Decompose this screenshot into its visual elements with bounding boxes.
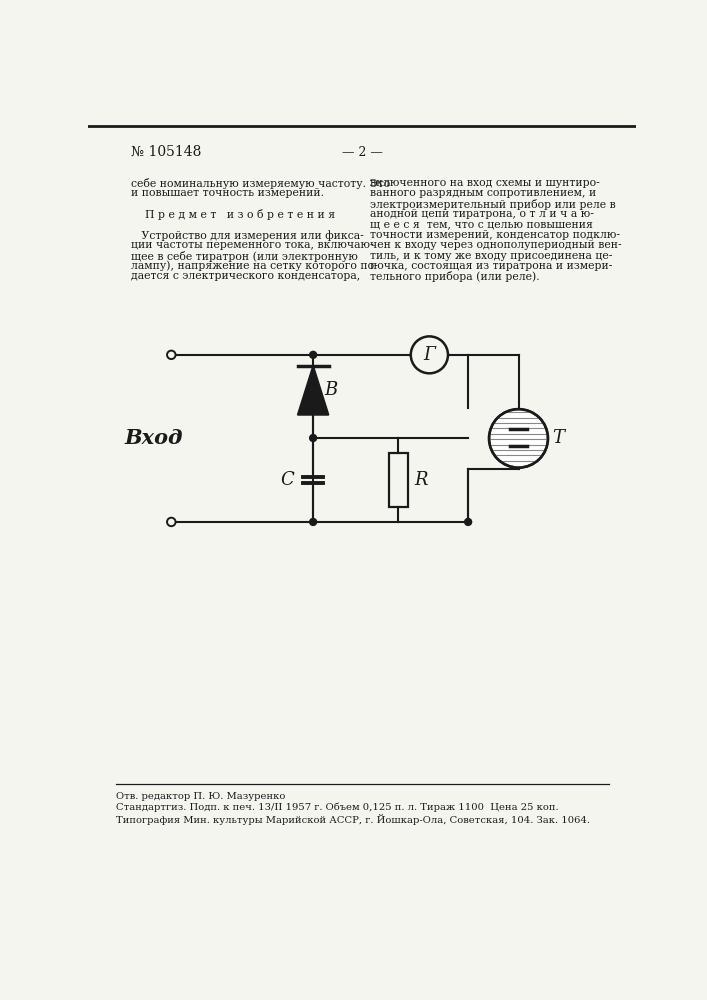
Text: точности измерений, конденсатор подклю-: точности измерений, конденсатор подклю-: [370, 230, 620, 240]
Circle shape: [310, 435, 317, 441]
Text: лампу), напряжение на сетку которого по-: лампу), напряжение на сетку которого по-: [131, 261, 378, 271]
Text: Г: Г: [423, 346, 436, 364]
Text: электроизмерительный прибор или реле в: электроизмерительный прибор или реле в: [370, 199, 616, 210]
Text: себе номинальную измеряемую частоту. Это: себе номинальную измеряемую частоту. Это: [131, 178, 390, 189]
Text: щее в себе тиратрон (или электронную: щее в себе тиратрон (или электронную: [131, 251, 358, 262]
Text: Типография Мин. культуры Марийской АССР, г. Йошкар-Ола, Советская, 104. Зак. 106: Типография Мин. культуры Марийской АССР,…: [115, 814, 590, 825]
Text: почка, состоящая из тиратрона и измери-: почка, состоящая из тиратрона и измери-: [370, 261, 612, 271]
Text: Т: Т: [553, 429, 565, 447]
Text: В: В: [324, 381, 337, 399]
Text: П р е д м е т   и з о б р е т е н и я: П р е д м е т и з о б р е т е н и я: [131, 209, 335, 220]
Circle shape: [310, 351, 317, 358]
Bar: [389, 453, 408, 507]
Circle shape: [489, 409, 548, 468]
Text: ванного разрядным сопротивлением, и: ванного разрядным сопротивлением, и: [370, 188, 596, 198]
Circle shape: [310, 518, 317, 525]
Text: C: C: [281, 471, 294, 489]
Text: Стандартгиз. Подп. к печ. 13/II 1957 г. Объем 0,125 п. л. Тираж 1100  Цена 25 ко: Стандартгиз. Подп. к печ. 13/II 1957 г. …: [115, 803, 558, 812]
Text: ции частоты переменного тока, включаю-: ции частоты переменного тока, включаю-: [131, 240, 373, 250]
Text: дается с электрического конденсатора,: дается с электрического конденсатора,: [131, 271, 361, 281]
Text: — 2 —: — 2 —: [341, 146, 382, 159]
Text: R: R: [414, 471, 427, 489]
Text: и повышает точность измерений.: и повышает точность измерений.: [131, 188, 324, 198]
Text: тиль, и к тому же входу присоединена це-: тиль, и к тому же входу присоединена це-: [370, 251, 612, 261]
Circle shape: [464, 518, 472, 525]
Text: тельного прибора (или реле).: тельного прибора (или реле).: [370, 271, 539, 282]
Polygon shape: [298, 366, 329, 415]
Text: включенного на вход схемы и шунтиро-: включенного на вход схемы и шунтиро-: [370, 178, 600, 188]
Text: Вход: Вход: [125, 428, 183, 448]
Text: № 105148: № 105148: [131, 145, 201, 159]
Text: Отв. редактор П. Ю. Мазуренко: Отв. редактор П. Ю. Мазуренко: [115, 792, 285, 801]
Text: щ е е с я  тем, что с целью повышения: щ е е с я тем, что с целью повышения: [370, 219, 592, 229]
Text: анодной цепи тиратрона, о т л и ч а ю-: анодной цепи тиратрона, о т л и ч а ю-: [370, 209, 594, 219]
Text: чен к входу через однополупериодный вен-: чен к входу через однополупериодный вен-: [370, 240, 621, 250]
Circle shape: [411, 336, 448, 373]
Text: Устройство для измерения или фикса-: Устройство для измерения или фикса-: [131, 230, 363, 241]
